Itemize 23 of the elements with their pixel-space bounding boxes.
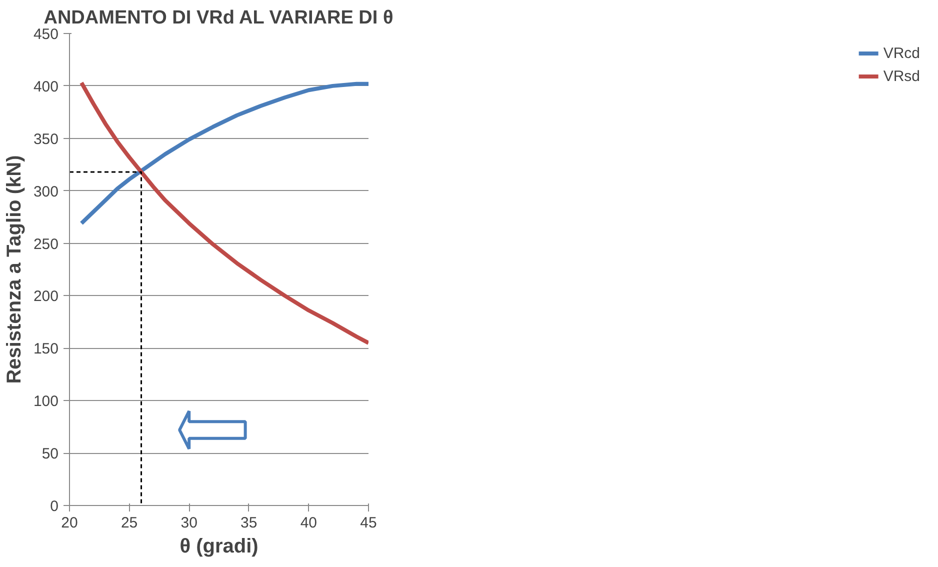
y-tick-label: 400 (33, 78, 59, 96)
y-tick-label: 50 (42, 446, 59, 463)
x-tick-label: 20 (61, 514, 78, 532)
y-tick-label: 100 (33, 393, 59, 410)
x-tick-label: 40 (300, 514, 318, 532)
y-axis-title: Resistenza a Taglio (kN) (3, 155, 26, 384)
chart-title: ANDAMENTO DI VRd AL VARIARE DI θ (44, 8, 394, 28)
y-tick-label: 300 (33, 183, 59, 200)
line-series (79, 80, 368, 345)
y-tick-label: 0 (50, 498, 58, 515)
x-tick-label: 35 (240, 514, 258, 532)
x-axis-title: θ (gradi) (180, 536, 258, 558)
x-tick-label: 30 (180, 514, 198, 532)
line-series (79, 82, 368, 226)
legend-label: VRsd (883, 68, 920, 84)
x-tick-label: 45 (360, 514, 377, 532)
y-tick-label: 200 (33, 288, 59, 306)
y-tick-label: 250 (33, 236, 59, 253)
y-tick-label: 150 (33, 340, 59, 358)
legend-label: VRcd (883, 44, 920, 62)
y-tick-label: 450 (33, 26, 59, 43)
y-tick-label: 350 (33, 130, 59, 148)
x-tick-label: 25 (120, 514, 138, 532)
